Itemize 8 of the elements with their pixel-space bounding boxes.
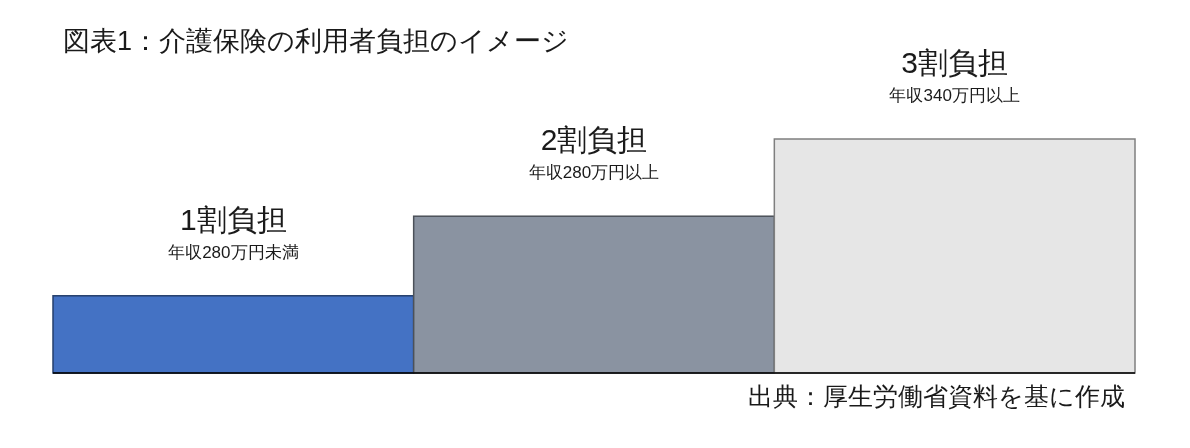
annotation: 年収280万円未満	[168, 242, 299, 262]
source-note: 出典：厚生労働省資料を基に作成	[748, 382, 1125, 410]
chart-title: 図表1：介護保険の利用者負担のイメージ	[63, 26, 570, 56]
annotation: 2割負担	[540, 123, 648, 157]
text: 年収340万円以上	[889, 86, 1020, 105]
annotation: 1割負担	[179, 202, 287, 236]
annotation: 年収280万円以上	[528, 163, 660, 183]
text: 3割負担	[901, 46, 1009, 79]
